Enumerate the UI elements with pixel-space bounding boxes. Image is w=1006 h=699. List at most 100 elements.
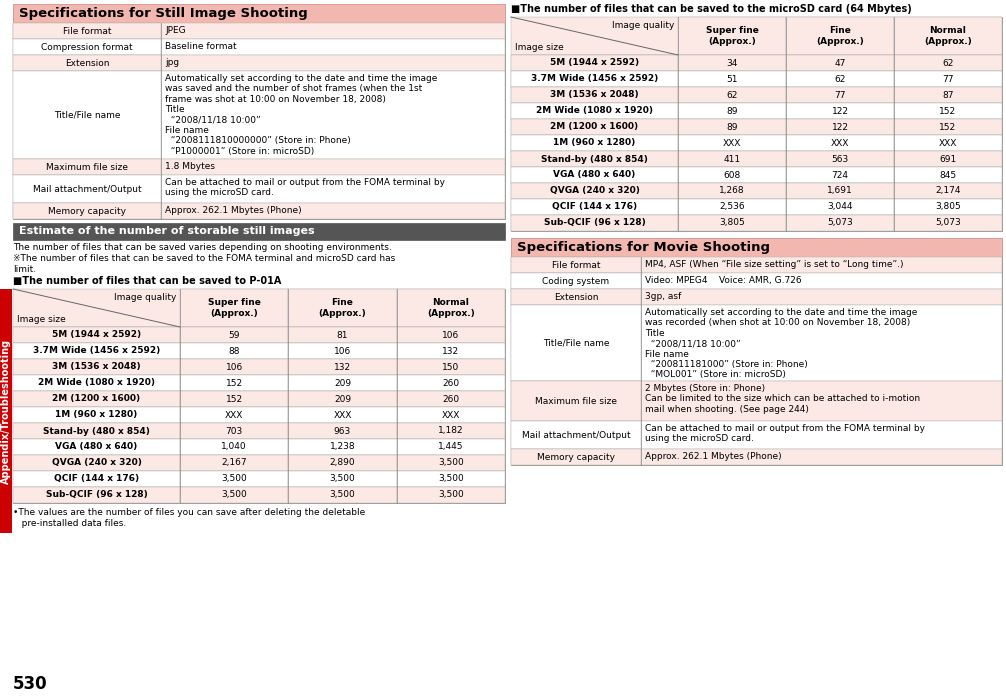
Bar xyxy=(678,55,786,71)
Text: Sub-QCIF (96 x 128): Sub-QCIF (96 x 128) xyxy=(45,491,147,500)
Text: 3,500: 3,500 xyxy=(221,491,247,500)
Bar xyxy=(786,55,894,71)
Text: 1,182: 1,182 xyxy=(438,426,464,435)
Bar xyxy=(13,327,180,343)
Text: 1M (960 x 1280): 1M (960 x 1280) xyxy=(55,410,138,419)
Bar xyxy=(511,421,1002,449)
Text: VGA (480 x 640): VGA (480 x 640) xyxy=(55,442,138,452)
Text: 3,500: 3,500 xyxy=(221,475,247,484)
Text: 106: 106 xyxy=(443,331,460,340)
Text: 5,073: 5,073 xyxy=(936,219,961,227)
Bar xyxy=(396,423,505,439)
Bar xyxy=(511,273,1002,289)
Bar xyxy=(511,215,678,231)
Bar xyxy=(894,135,1002,151)
Text: 2M Wide (1080 x 1920): 2M Wide (1080 x 1920) xyxy=(38,378,155,387)
Bar xyxy=(894,87,1002,103)
Text: Title/File name: Title/File name xyxy=(543,338,610,347)
Text: Extension: Extension xyxy=(64,59,110,68)
Bar xyxy=(396,289,505,327)
Text: Automatically set according to the date and time the image
was saved and the num: Automatically set according to the date … xyxy=(165,74,438,156)
Bar xyxy=(13,423,180,439)
Text: 1,238: 1,238 xyxy=(330,442,355,452)
Text: 62: 62 xyxy=(726,90,737,99)
Bar xyxy=(13,175,505,203)
Text: limit.: limit. xyxy=(13,265,36,274)
Bar xyxy=(180,375,289,391)
Text: QCIF (144 x 176): QCIF (144 x 176) xyxy=(54,475,139,484)
Bar xyxy=(678,135,786,151)
Text: Mail attachment/Output: Mail attachment/Output xyxy=(32,185,141,194)
Bar xyxy=(13,39,161,55)
Text: 3,500: 3,500 xyxy=(438,475,464,484)
Bar xyxy=(511,381,641,421)
Text: 209: 209 xyxy=(334,394,351,403)
Bar xyxy=(511,151,1002,167)
Bar xyxy=(180,343,289,359)
Bar xyxy=(13,439,505,455)
Bar xyxy=(678,215,786,231)
Text: 81: 81 xyxy=(337,331,348,340)
Bar xyxy=(13,487,505,503)
Text: 106: 106 xyxy=(225,363,242,371)
Bar xyxy=(511,183,678,199)
Text: XXX: XXX xyxy=(831,138,849,147)
Text: Super fine
(Approx.): Super fine (Approx.) xyxy=(705,27,759,45)
Bar xyxy=(13,203,161,219)
Text: 3M (1536 x 2048): 3M (1536 x 2048) xyxy=(52,363,141,371)
Text: 132: 132 xyxy=(443,347,460,356)
Text: 34: 34 xyxy=(726,59,737,68)
Text: Stand-by (480 x 854): Stand-by (480 x 854) xyxy=(43,426,150,435)
Text: 209: 209 xyxy=(334,378,351,387)
Bar xyxy=(678,103,786,119)
Bar xyxy=(289,343,396,359)
Bar xyxy=(511,273,641,289)
Bar xyxy=(13,55,161,71)
Bar xyxy=(511,55,1002,71)
Bar xyxy=(396,327,505,343)
Text: MP4, ASF (When “File size setting” is set to “Long time”.): MP4, ASF (When “File size setting” is se… xyxy=(645,260,903,269)
Text: 3,805: 3,805 xyxy=(936,203,961,212)
Bar xyxy=(13,23,505,219)
Bar xyxy=(511,257,641,273)
Bar xyxy=(13,375,180,391)
Bar xyxy=(289,423,396,439)
Bar xyxy=(0,289,12,533)
Bar xyxy=(511,119,1002,135)
Text: 89: 89 xyxy=(726,122,737,131)
Text: Sub-QCIF (96 x 128): Sub-QCIF (96 x 128) xyxy=(543,219,646,227)
Text: 89: 89 xyxy=(726,106,737,115)
Bar xyxy=(13,487,180,503)
Text: XXX: XXX xyxy=(225,410,243,419)
Text: Extension: Extension xyxy=(553,292,599,301)
Bar xyxy=(396,455,505,471)
Text: 51: 51 xyxy=(726,75,737,83)
Text: 5M (1944 x 2592): 5M (1944 x 2592) xyxy=(52,331,141,340)
Text: 5M (1944 x 2592): 5M (1944 x 2592) xyxy=(550,59,639,68)
Bar xyxy=(13,391,180,407)
Bar xyxy=(786,71,894,87)
Text: 563: 563 xyxy=(831,154,849,164)
Text: 3.7M Wide (1456 x 2592): 3.7M Wide (1456 x 2592) xyxy=(531,75,658,83)
Text: Memory capacity: Memory capacity xyxy=(537,452,615,461)
Text: QCIF (144 x 176): QCIF (144 x 176) xyxy=(552,203,637,212)
Bar xyxy=(511,167,678,183)
Bar xyxy=(786,119,894,135)
Bar xyxy=(678,119,786,135)
Text: 1,691: 1,691 xyxy=(827,187,853,196)
Bar xyxy=(678,87,786,103)
Bar xyxy=(511,289,641,305)
Text: XXX: XXX xyxy=(442,410,460,419)
Bar xyxy=(511,17,1002,231)
Text: 2 Mbytes (Store in: Phone)
Can be limited to the size which can be attached to i: 2 Mbytes (Store in: Phone) Can be limite… xyxy=(645,384,920,414)
Text: •The values are the number of files you can save after deleting the deletable: •The values are the number of files you … xyxy=(13,508,365,517)
Bar xyxy=(13,71,505,159)
Bar xyxy=(511,71,1002,87)
Text: 62: 62 xyxy=(834,75,846,83)
Bar xyxy=(13,407,180,423)
Bar xyxy=(180,289,289,327)
Text: Maximum file size: Maximum file size xyxy=(535,396,617,405)
Text: Stand-by (480 x 854): Stand-by (480 x 854) xyxy=(541,154,648,164)
Bar xyxy=(511,305,641,381)
Text: Normal
(Approx.): Normal (Approx.) xyxy=(925,27,972,45)
